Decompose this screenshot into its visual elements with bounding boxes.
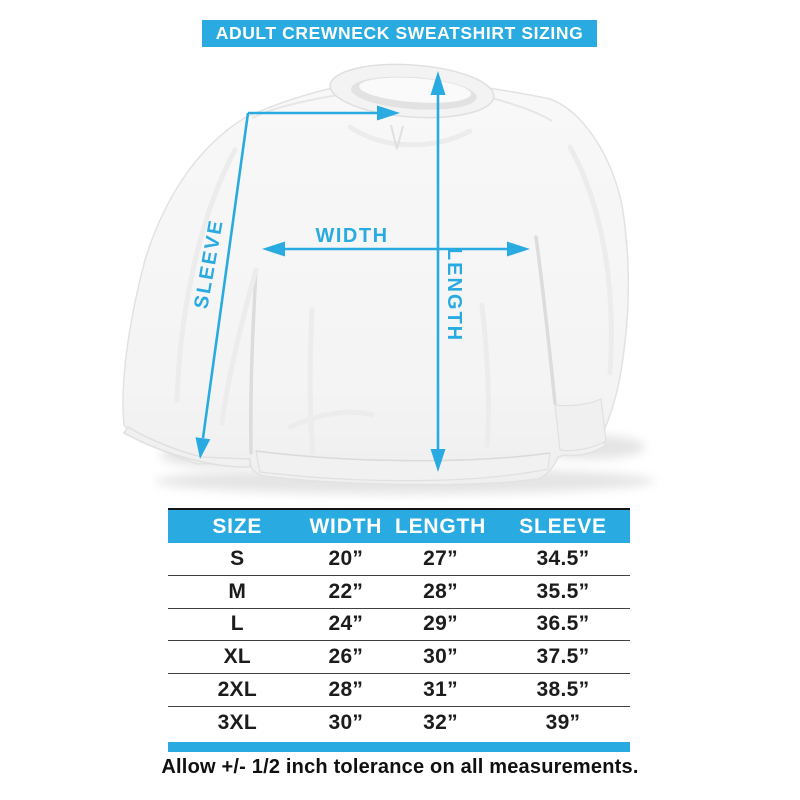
cell-sleeve: 35.5” (536, 579, 590, 603)
table-row-2xl: 2XL 28” 31” 38.5” (168, 674, 630, 707)
right-cuff (554, 398, 607, 452)
cell-width: 26” (328, 645, 364, 669)
collar-notch-seam (390, 124, 404, 150)
cell-size: 2XL (217, 678, 257, 702)
sweatshirt-illustration (122, 63, 630, 486)
sleeve-arrow (195, 105, 400, 459)
cell-length: 29” (423, 612, 458, 636)
collar (329, 63, 495, 119)
tolerance-note: Allow +/- 1/2 inch tolerance on all meas… (161, 756, 639, 778)
cell-width: 28” (328, 678, 364, 702)
table-bottom-bar (168, 741, 630, 752)
table-row-s: S 20” 27” 34.5” (168, 543, 630, 576)
width-label: WIDTH (315, 225, 388, 247)
column-header-length: LENGTH (394, 514, 487, 538)
width-arrow (262, 241, 530, 257)
cell-size: M (228, 579, 247, 603)
cell-length: 30” (423, 645, 458, 669)
cell-length: 27” (423, 546, 458, 570)
cell-length: 32” (423, 711, 458, 735)
measurement-arrows (195, 71, 530, 472)
cell-size: S (230, 546, 245, 570)
size-table: SIZE WIDTH LENGTH SLEEVE S 20” 27” 34.5”… (168, 508, 630, 752)
length-label: LENGTH (443, 248, 465, 342)
cell-sleeve: 39” (545, 711, 581, 735)
sweatshirt-diagram: WIDTH LENGTH SLEEVE (122, 63, 655, 494)
table-row-3xl: 3XL 30” 32” 39” (168, 707, 630, 740)
cell-width: 22” (328, 579, 364, 603)
cell-length: 31” (423, 678, 458, 702)
cell-size: L (230, 612, 244, 636)
table-row-m: M 22” 28” 35.5” (168, 576, 630, 609)
column-header-sleeve: SLEEVE (519, 514, 607, 538)
column-header-width: WIDTH (309, 514, 383, 538)
cell-width: 24” (328, 612, 364, 636)
cell-size: XL (223, 645, 252, 669)
cell-width: 20” (328, 546, 364, 570)
cell-width: 30” (328, 711, 364, 735)
cell-size: 3XL (217, 711, 257, 735)
header-title: ADULT CREWNECK SWEATSHIRT SIZING (215, 23, 584, 43)
table-row-l: L 24” 29” 36.5” (168, 609, 630, 642)
table-header-row: SIZE WIDTH LENGTH SLEEVE (168, 510, 630, 543)
table-row-xl: XL 26” 30” 37.5” (168, 641, 630, 675)
left-cuff (122, 425, 251, 468)
cell-sleeve: 36.5” (536, 612, 590, 636)
header-banner: ADULT CREWNECK SWEATSHIRT SIZING (202, 20, 597, 47)
cell-sleeve: 37.5” (536, 645, 590, 669)
column-header-size: SIZE (212, 514, 263, 538)
length-arrow (430, 71, 446, 472)
cell-sleeve: 38.5” (536, 678, 590, 702)
cell-sleeve: 34.5” (536, 546, 590, 570)
cell-length: 28” (423, 579, 458, 603)
